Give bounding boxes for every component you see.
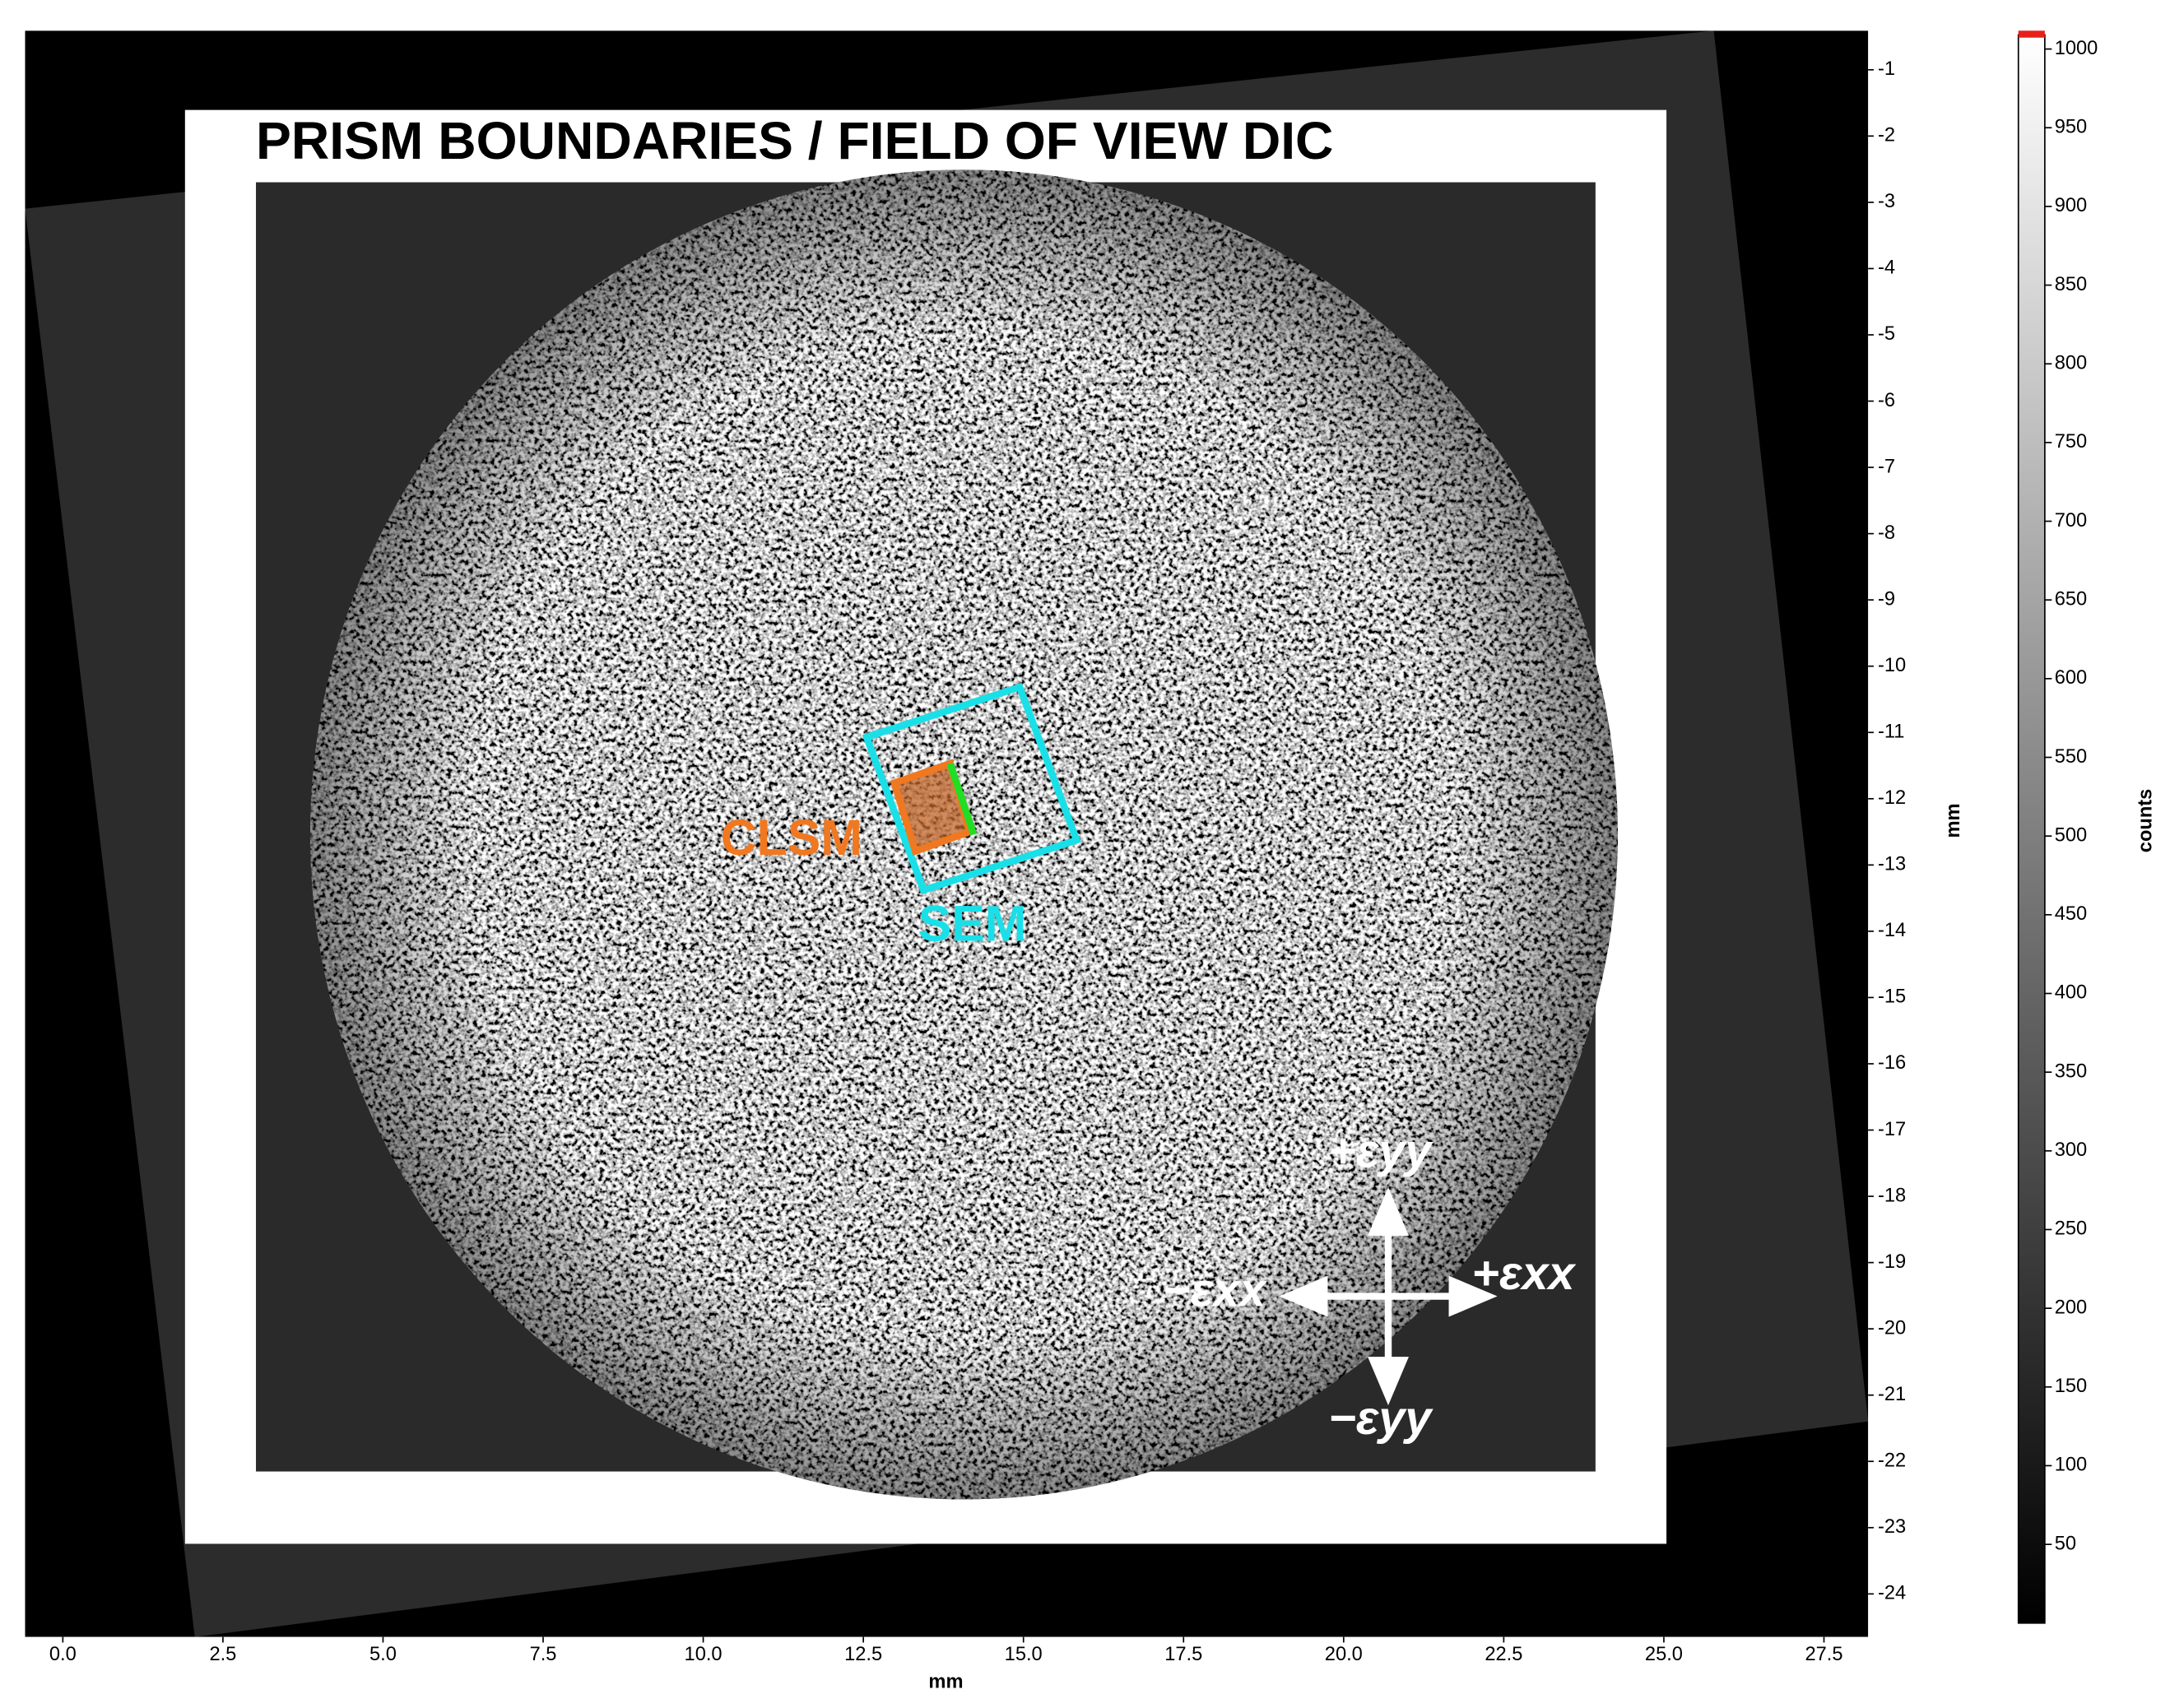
x-tick-label: 12.5: [844, 1644, 882, 1665]
colorbar: [2017, 34, 2046, 1624]
colorbar-tick-label: 850: [2055, 274, 2087, 295]
y-tick-label: -13: [1878, 854, 1906, 875]
colorbar-tick-label: 450: [2055, 903, 2087, 925]
x-tick-label: 27.5: [1805, 1644, 1842, 1665]
strain-label: +εyy: [1328, 1125, 1434, 1177]
green-edge: [946, 762, 978, 836]
y-tick-label: -22: [1878, 1450, 1906, 1471]
x-tick-label: 10.0: [685, 1644, 723, 1665]
arrow-up: [1368, 1186, 1409, 1237]
colorbar-tick-label: 600: [2055, 667, 2087, 689]
clsm-label: CLSM: [721, 810, 862, 866]
x-tick-label: 2.5: [209, 1644, 236, 1665]
y-tick-label: -4: [1878, 258, 1895, 279]
colorbar-tick-label: 750: [2055, 431, 2087, 453]
colorbar-label: counts: [2135, 789, 2157, 853]
colorbar-tick-label: 100: [2055, 1455, 2087, 1476]
colorbar-tick-label: 350: [2055, 1061, 2087, 1082]
y-tick-label: -11: [1878, 722, 1904, 743]
y-tick-label: -24: [1878, 1583, 1906, 1604]
y-tick-label: -1: [1878, 58, 1895, 80]
colorbar-tick-label: 500: [2055, 824, 2087, 846]
y-tick-label: -3: [1878, 191, 1895, 212]
y-tick-label: -18: [1878, 1185, 1906, 1206]
y-tick-label: -16: [1878, 1052, 1906, 1074]
colorbar-tick-label: 650: [2055, 588, 2087, 610]
colorbar-overflow: [2018, 30, 2045, 38]
arrow-right: [1448, 1275, 1498, 1317]
y-axis-label: mm: [1943, 803, 1964, 838]
colorbar-tick-label: 900: [2055, 195, 2087, 216]
y-tick-label: -9: [1878, 588, 1895, 610]
colorbar-tick-label: 400: [2055, 982, 2087, 1004]
y-tick-label: -6: [1878, 390, 1895, 411]
y-tick-label: -7: [1878, 456, 1895, 477]
sem-label: SEM: [918, 896, 1027, 952]
y-tick-label: -2: [1878, 125, 1895, 146]
y-tick-label: -8: [1878, 522, 1895, 544]
y-tick-label: -20: [1878, 1317, 1906, 1339]
colorbar-tick-label: 150: [2055, 1376, 2087, 1397]
strain-label: +εxx: [1471, 1247, 1576, 1300]
x-tick-label: 0.0: [49, 1644, 77, 1665]
x-axis-label: mm: [928, 1672, 963, 1693]
x-tick-label: 17.5: [1164, 1644, 1202, 1665]
x-tick-label: 7.5: [530, 1644, 557, 1665]
y-tick-label: -12: [1878, 787, 1906, 809]
y-tick-label: -23: [1878, 1516, 1906, 1538]
colorbar-tick-label: 550: [2055, 746, 2087, 768]
colorbar-tick-label: 1000: [2055, 38, 2098, 59]
y-tick-label: -10: [1878, 655, 1906, 676]
arrow-down: [1368, 1357, 1409, 1406]
x-tick-label: 5.0: [369, 1644, 397, 1665]
x-tick-label: 25.0: [1645, 1644, 1683, 1665]
colorbar-tick-label: 800: [2055, 352, 2087, 374]
y-tick-label: -5: [1878, 323, 1895, 345]
x-tick-label: 22.5: [1485, 1644, 1522, 1665]
strain-label: −εxx: [1163, 1264, 1267, 1316]
y-tick-label: -17: [1878, 1119, 1906, 1140]
colorbar-tick-label: 50: [2055, 1533, 2076, 1554]
strain-label: −εyy: [1328, 1392, 1434, 1445]
y-tick-label: -15: [1878, 986, 1906, 1008]
y-tick-label: -14: [1878, 920, 1906, 941]
y-tick-label: -19: [1878, 1251, 1906, 1273]
sem-box: [862, 682, 1081, 895]
arrow-left: [1279, 1275, 1328, 1317]
colorbar-tick-label: 300: [2055, 1139, 2087, 1161]
colorbar-tick-label: 250: [2055, 1218, 2087, 1240]
colorbar-tick-label: 950: [2055, 116, 2087, 137]
x-tick-label: 20.0: [1325, 1644, 1363, 1665]
colorbar-tick-label: 200: [2055, 1297, 2087, 1318]
colorbar-tick-label: 700: [2055, 510, 2087, 531]
x-tick-label: 15.0: [1005, 1644, 1043, 1665]
y-tick-label: -21: [1878, 1384, 1906, 1405]
title: PRISM BOUNDARIES / FIELD OF VIEW DIC: [256, 111, 1333, 170]
strain-axes: [1279, 1186, 1498, 1406]
